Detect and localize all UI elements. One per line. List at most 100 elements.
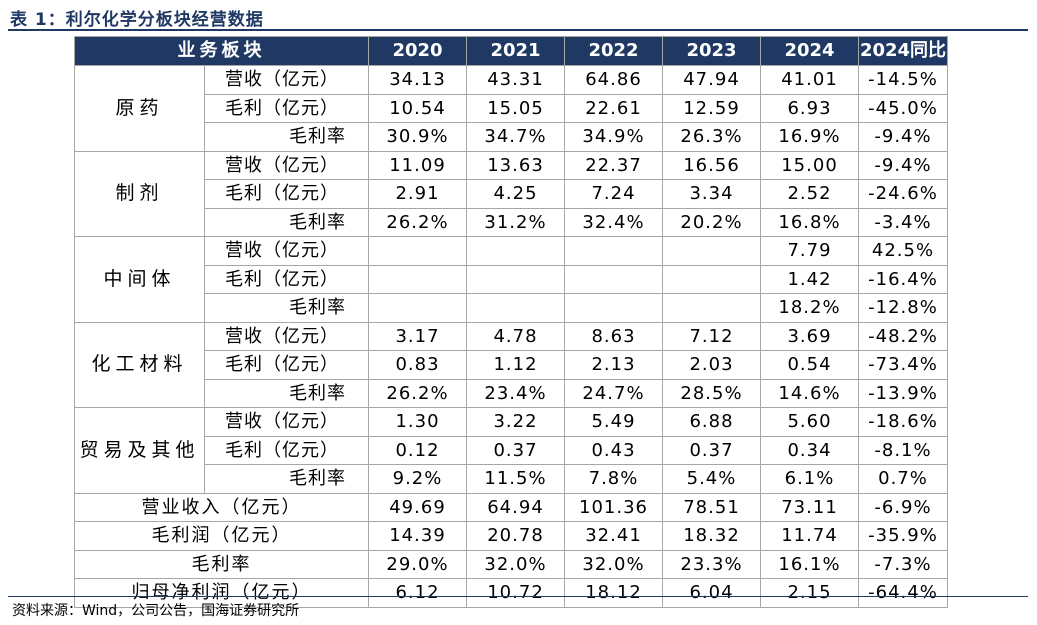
value-cell: 47.94 [662, 65, 761, 95]
total-row: 毛利率 29.0% 32.0% 32.0% 23.3% 16.1% -7.3% [74, 549, 948, 579]
value-cell: 16.9% [760, 122, 859, 152]
value-cell: 3.17 [368, 321, 467, 351]
metric-label: 毛利率 [204, 464, 369, 494]
value-cell: 31.2% [466, 207, 565, 237]
segment-name: 制剂 [74, 150, 205, 237]
value-cell: 2.91 [368, 179, 467, 209]
header-year: 2022 [564, 36, 663, 66]
metric-label: 营收（亿元） [204, 407, 369, 437]
value-cell: 3.22 [466, 407, 565, 437]
total-label: 营业收入（亿元） [74, 492, 369, 522]
value-cell: -18.6% [858, 407, 948, 437]
value-cell: 32.0% [466, 549, 565, 579]
metric-label: 毛利率 [204, 207, 369, 237]
value-cell: 10.54 [368, 93, 467, 123]
value-cell: 64.94 [466, 492, 565, 522]
header-year: 2021 [466, 36, 565, 66]
value-cell: 0.12 [368, 435, 467, 465]
value-cell [466, 293, 565, 323]
metric-label: 毛利率 [204, 122, 369, 152]
value-cell: 32.0% [564, 549, 663, 579]
value-cell: -3.4% [858, 207, 948, 237]
value-cell: -9.4% [858, 122, 948, 152]
value-cell: 18.2% [760, 293, 859, 323]
value-cell: 0.7% [858, 464, 948, 494]
value-cell: 18.32 [662, 521, 761, 551]
segment-data-table: 业务板块 2020 2021 2022 2023 2024 2024同比 原药营… [74, 36, 948, 608]
metric-label: 毛利（亿元） [204, 179, 369, 209]
table-row: 毛利率 18.2% -12.8% [75, 293, 948, 323]
value-cell: 2.13 [564, 350, 663, 380]
table-row: 毛利率 26.2% 23.4% 24.7% 28.5% 14.6% -13.9% [75, 378, 948, 408]
value-cell: -13.9% [858, 378, 948, 408]
metric-label: 营收（亿元） [204, 150, 369, 180]
table-row: 毛利（亿元） 10.54 15.05 22.61 12.59 6.93 -45.0% [75, 93, 948, 123]
value-cell: -12.8% [858, 293, 948, 323]
value-cell [662, 264, 761, 294]
value-cell: 43.31 [466, 65, 565, 95]
table-row: 毛利（亿元） 0.83 1.12 2.13 2.03 0.54 -73.4% [75, 350, 948, 380]
value-cell: 12.59 [662, 93, 761, 123]
value-cell: 26.2% [368, 378, 467, 408]
segment-name: 中间体 [74, 236, 205, 323]
segment-name: 贸易及其他 [74, 407, 205, 494]
header-year: 2024 [760, 36, 859, 66]
value-cell: 0.83 [368, 350, 467, 380]
value-cell: -14.5% [858, 65, 948, 95]
metric-label: 毛利率 [204, 378, 369, 408]
value-cell: 73.11 [760, 492, 859, 522]
value-cell: 13.63 [466, 150, 565, 180]
value-cell: 7.24 [564, 179, 663, 209]
value-cell: 29.0% [368, 549, 467, 579]
value-cell: 11.09 [368, 150, 467, 180]
metric-label: 毛利（亿元） [204, 350, 369, 380]
value-cell: 7.79 [760, 236, 859, 266]
value-cell: 14.6% [760, 378, 859, 408]
value-cell: 1.42 [760, 264, 859, 294]
header-row: 业务板块 2020 2021 2022 2023 2024 2024同比 [74, 36, 948, 66]
metric-label: 毛利率 [204, 293, 369, 323]
value-cell: 41.01 [760, 65, 859, 95]
header-year: 2020 [368, 36, 467, 66]
segment-name: 原药 [74, 65, 205, 152]
value-cell [368, 264, 467, 294]
value-cell: 2.52 [760, 179, 859, 209]
total-row: 归母净利润（亿元） 6.12 10.72 18.12 6.04 2.15 -64.4% [74, 578, 948, 608]
value-cell: 32.41 [564, 521, 663, 551]
value-cell: 28.5% [662, 378, 761, 408]
value-cell [466, 264, 565, 294]
segment-name: 化工材料 [74, 321, 205, 408]
metric-label: 毛利（亿元） [204, 435, 369, 465]
header-year: 2023 [662, 36, 761, 66]
table-row: 贸易及其他 营收（亿元） 1.30 3.22 5.49 6.88 5.60 -18.6% [74, 407, 948, 494]
value-cell: 14.39 [368, 521, 467, 551]
value-cell: -6.9% [858, 492, 948, 522]
value-cell [368, 293, 467, 323]
value-cell: 22.37 [564, 150, 663, 180]
source-note: 资料来源：Wind，公司公告，国海证券研究所 [8, 596, 1028, 624]
value-cell: 32.4% [564, 207, 663, 237]
value-cell [662, 293, 761, 323]
value-cell [564, 236, 663, 266]
value-cell: -24.6% [858, 179, 948, 209]
value-cell: -64.4% [858, 578, 948, 608]
value-cell: 4.78 [466, 321, 565, 351]
value-cell: 6.93 [760, 93, 859, 123]
value-cell: 2.03 [662, 350, 761, 380]
value-cell: 6.88 [662, 407, 761, 437]
table-row: 毛利（亿元） 2.91 4.25 7.24 3.34 2.52 -24.6% [75, 179, 948, 209]
value-cell: 15.05 [466, 93, 565, 123]
value-cell: -35.9% [858, 521, 948, 551]
value-cell: 16.1% [760, 549, 859, 579]
table-title: 表 1：利尔化学分板块经营数据 [10, 10, 264, 30]
table-row: 毛利率 30.9% 34.7% 34.9% 26.3% 16.9% -9.4% [75, 122, 948, 152]
table-row: 制剂 营收（亿元） 11.09 13.63 22.37 16.56 15.00 -9.4% [74, 150, 948, 237]
value-cell: 9.2% [368, 464, 467, 494]
value-cell: -16.4% [858, 264, 948, 294]
value-cell: 30.9% [368, 122, 467, 152]
value-cell: 20.2% [662, 207, 761, 237]
value-cell: 26.2% [368, 207, 467, 237]
value-cell: 5.49 [564, 407, 663, 437]
total-label: 毛利率 [74, 549, 369, 579]
value-cell [564, 264, 663, 294]
